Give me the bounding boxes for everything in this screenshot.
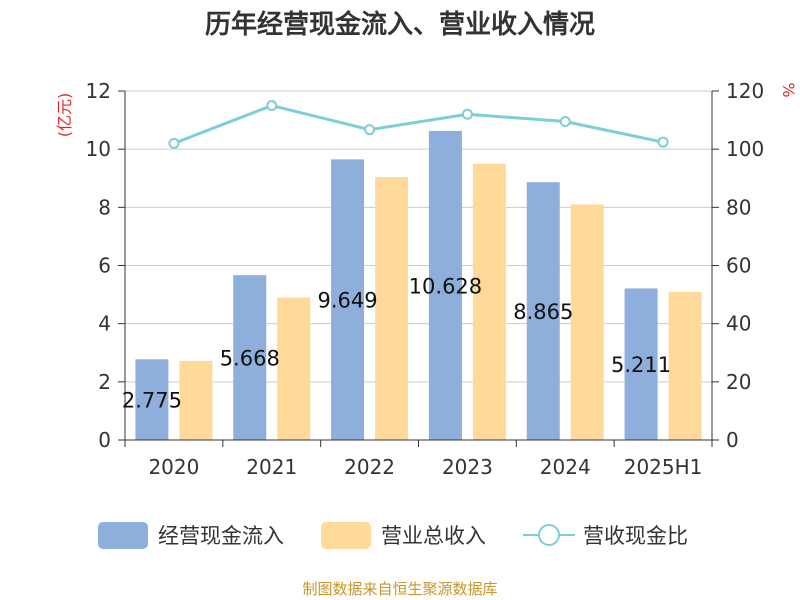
right-axis-tick-label: 0 <box>726 428 739 452</box>
right-axis-tick-label: 40 <box>726 312 751 336</box>
legend-label: 营收现金比 <box>583 524 688 548</box>
left-axis-tick-label: 0 <box>98 428 111 452</box>
ratio-point <box>657 136 669 148</box>
bar-data-label: 5.668 <box>220 347 280 371</box>
left-axis-tick-label: 10 <box>86 137 111 161</box>
right-axis-tick-label: 80 <box>726 195 751 219</box>
legend-swatch <box>98 522 148 549</box>
x-axis-tick-label: 2021 <box>246 455 297 479</box>
ratio-point <box>559 116 571 128</box>
bar <box>624 288 658 440</box>
x-axis-tick-label: 2023 <box>442 455 493 479</box>
left-axis-tick-label: 12 <box>86 79 111 103</box>
left-axis-tick-label: 6 <box>98 254 111 278</box>
ratio-line <box>173 103 664 145</box>
data-labels-group: 2.775 5.668 9.649 10.628 8.865 5.211 <box>122 274 671 412</box>
bars-group <box>135 130 702 441</box>
bar-data-label: 2.775 <box>122 389 182 413</box>
ratio-point <box>266 100 278 112</box>
bar-data-label: 8.865 <box>513 300 573 324</box>
right-axis-unit: % <box>779 82 798 97</box>
bar <box>472 163 506 441</box>
gridlines <box>125 90 712 383</box>
bar <box>570 204 604 440</box>
bar <box>526 182 560 440</box>
bar <box>375 177 409 440</box>
data-source-note: 制图数据来自恒生聚源数据库 <box>302 580 497 598</box>
bar <box>135 359 169 440</box>
legend-label: 营业总收入 <box>381 524 486 548</box>
x-axis-tick-label: 2022 <box>344 455 395 479</box>
legend: 经营现金流入 营业总收入 营收现金比 <box>98 522 688 549</box>
bar <box>233 275 267 440</box>
ratio-point <box>364 124 376 136</box>
right-axis-tick-label: 60 <box>726 254 751 278</box>
right-axis-tick-label: 100 <box>726 137 764 161</box>
bar <box>331 159 365 440</box>
bar <box>277 297 311 440</box>
x-axis-tick-label: 2024 <box>540 455 591 479</box>
ratio-point <box>461 108 473 120</box>
left-axis-tick-label: 4 <box>98 312 111 336</box>
right-axis-tick-label: 20 <box>726 370 751 394</box>
bar-data-label: 5.211 <box>611 353 671 377</box>
bar <box>668 291 702 440</box>
x-axis-tick-label: 2025H1 <box>624 455 703 479</box>
chart-title: 历年经营现金流入、营业收入情况 <box>205 9 595 40</box>
legend-point-marker <box>538 524 560 546</box>
x-axis-tick-label: 2020 <box>148 455 199 479</box>
left-axis-tick-label: 2 <box>98 370 111 394</box>
left-axis-unit: (亿元) <box>55 93 74 138</box>
bar-data-label: 9.649 <box>318 289 378 313</box>
legend-swatch <box>321 522 371 549</box>
bar-data-label: 10.628 <box>409 274 482 298</box>
ratio-point <box>168 137 180 149</box>
legend-label: 经营现金流入 <box>158 524 284 548</box>
left-axis-tick-label: 8 <box>98 195 111 219</box>
ratio-line-group <box>168 100 669 149</box>
bar <box>428 130 462 440</box>
right-axis-tick-label: 120 <box>726 79 764 103</box>
bar <box>179 360 213 440</box>
